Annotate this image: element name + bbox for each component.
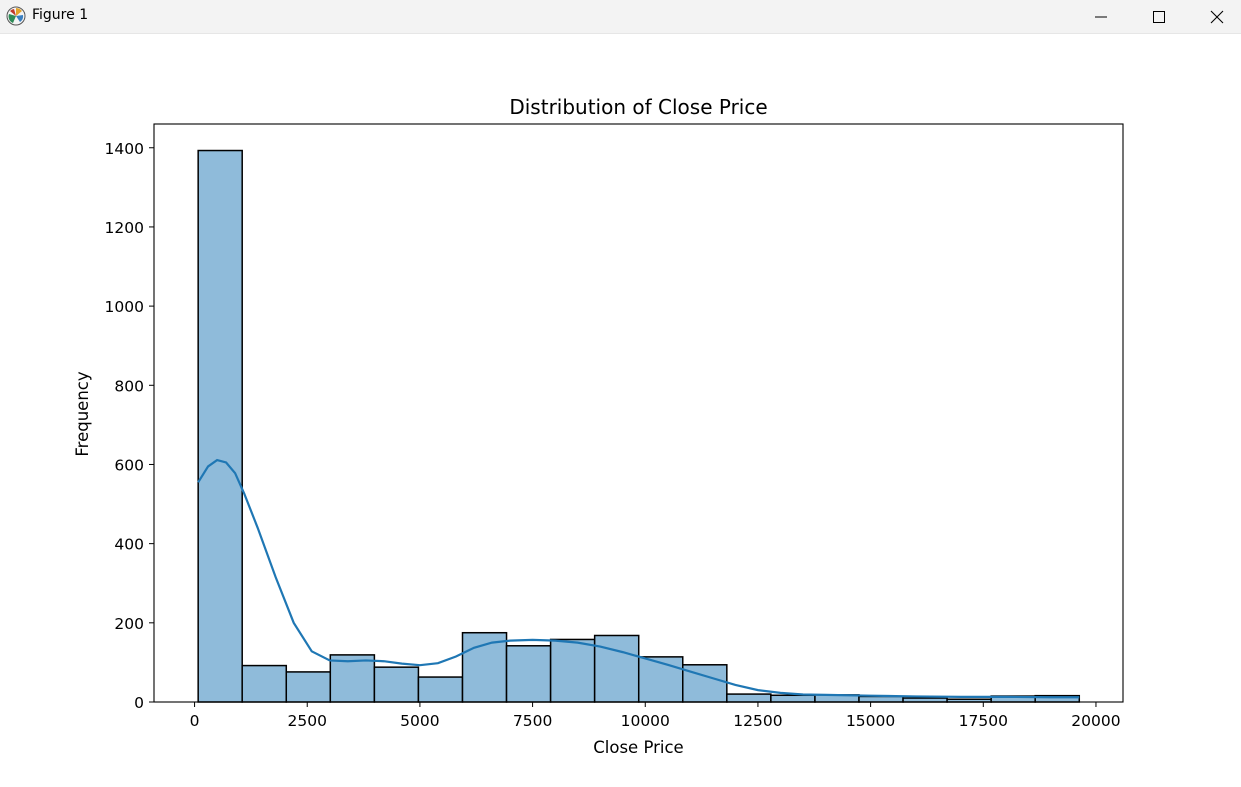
maximize-icon bbox=[1153, 10, 1165, 23]
x-tick-label: 5000 bbox=[400, 712, 439, 730]
y-tick-label: 400 bbox=[114, 536, 144, 554]
y-tick-label: 0 bbox=[134, 694, 144, 712]
histogram-bar-12 bbox=[726, 693, 772, 703]
x-tick-label: 20000 bbox=[1071, 712, 1120, 730]
histogram-bar-8 bbox=[549, 638, 596, 703]
histogram-bar-9 bbox=[593, 634, 640, 703]
histogram-bar-15 bbox=[858, 695, 904, 703]
y-tick-label: 200 bbox=[114, 615, 144, 633]
plot-frame bbox=[153, 123, 1124, 703]
y-axis-label: Frequency bbox=[73, 371, 92, 456]
minimize-button[interactable] bbox=[1072, 0, 1130, 33]
chart-title: Distribution of Close Price bbox=[509, 95, 767, 119]
close-button[interactable] bbox=[1188, 0, 1241, 33]
y-tick-label: 1000 bbox=[105, 298, 144, 316]
x-tick-label: 0 bbox=[190, 712, 200, 730]
y-tick-label: 600 bbox=[114, 456, 144, 474]
window-titlebar: Figure 1 bbox=[0, 0, 1241, 34]
y-tick-label: 1200 bbox=[105, 219, 144, 237]
x-tick-label: 17500 bbox=[959, 712, 1008, 730]
y-axis-ticks: 0 200 400 600 800 1000 1200 1400 bbox=[105, 140, 154, 712]
histogram-chart: Distribution of Close Price 0 2500 5000 750… bbox=[73, 95, 1124, 757]
close-icon bbox=[1210, 10, 1224, 23]
x-tick-label: 15000 bbox=[846, 712, 895, 730]
histogram-bar-5 bbox=[417, 676, 464, 703]
histogram-bars bbox=[197, 149, 1081, 703]
histogram-bar-13 bbox=[770, 694, 816, 703]
histogram-bar-6 bbox=[461, 631, 508, 703]
x-tick-label: 10000 bbox=[621, 712, 670, 730]
maximize-button[interactable] bbox=[1130, 0, 1188, 33]
histogram-bar-16 bbox=[902, 697, 948, 703]
histogram-bar-7 bbox=[505, 645, 552, 703]
y-tick-label: 1400 bbox=[105, 140, 144, 158]
kde-line bbox=[197, 458, 1080, 699]
histogram-bar-2 bbox=[285, 671, 332, 703]
x-axis-label: Close Price bbox=[593, 738, 683, 757]
x-tick-label: 12500 bbox=[733, 712, 782, 730]
matplotlib-icon bbox=[6, 6, 26, 26]
x-axis-ticks: 0 2500 5000 7500 10000 12500 15000 17500 20000 bbox=[190, 702, 1121, 730]
figure-canvas: Distribution of Close Price 0 2500 5000 750… bbox=[0, 34, 1241, 783]
minimize-icon bbox=[1095, 16, 1107, 17]
window-title: Figure 1 bbox=[32, 7, 89, 23]
histogram-bar-0 bbox=[197, 149, 243, 703]
histogram-bar-1 bbox=[241, 664, 288, 703]
y-tick-label: 800 bbox=[114, 377, 144, 395]
histogram-bar-4 bbox=[373, 666, 420, 703]
x-tick-label: 7500 bbox=[513, 712, 552, 730]
x-tick-label: 2500 bbox=[288, 712, 327, 730]
